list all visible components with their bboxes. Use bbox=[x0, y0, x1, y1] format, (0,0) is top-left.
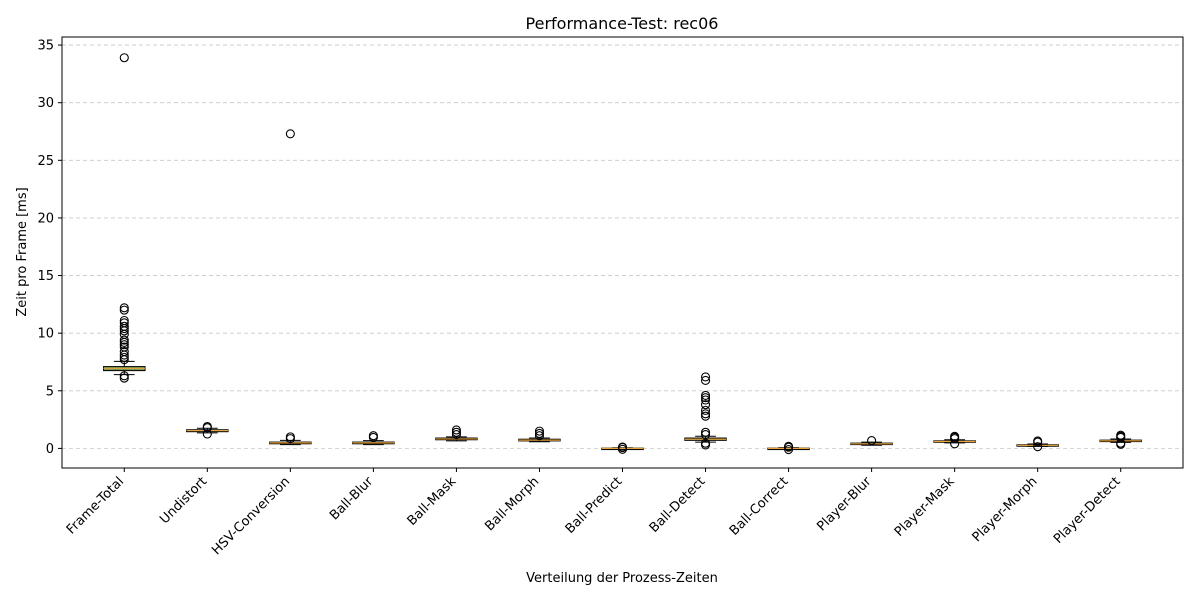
x-tick-label: Ball-Predict bbox=[563, 474, 626, 537]
outlier-point bbox=[202, 429, 212, 439]
box-hsv-conversion bbox=[269, 129, 312, 446]
outlier-point bbox=[700, 390, 711, 400]
box-ball-predict bbox=[601, 442, 644, 454]
outlier-point bbox=[784, 442, 794, 452]
outlier-point bbox=[285, 129, 295, 139]
x-tick-label: Ball-Mask bbox=[405, 474, 460, 529]
outlier-point bbox=[700, 409, 711, 419]
outlier-point bbox=[451, 425, 461, 435]
outlier-point bbox=[617, 444, 628, 454]
outlier-point bbox=[867, 436, 877, 446]
outlier-point bbox=[700, 375, 711, 385]
box-ball-morph bbox=[518, 426, 561, 443]
x-tick-label: Undistort bbox=[157, 474, 210, 527]
outlier-point bbox=[119, 337, 129, 347]
y-tick-label: 5 bbox=[46, 384, 54, 399]
y-tick-label: 25 bbox=[37, 154, 54, 169]
box-ball-correct bbox=[767, 441, 810, 455]
outlier-point bbox=[784, 445, 794, 455]
outlier-point bbox=[119, 305, 129, 315]
x-tick-label: Ball-Correct bbox=[727, 474, 792, 539]
outlier-point bbox=[950, 434, 960, 444]
outlier-point bbox=[1116, 432, 1126, 443]
box-frame-total bbox=[103, 53, 146, 383]
outlier-point bbox=[368, 432, 378, 443]
chart-title: Performance-Test: rec06 bbox=[526, 14, 719, 33]
box-player-mask bbox=[933, 431, 976, 449]
box-player-morph bbox=[1016, 436, 1059, 452]
outlier-point bbox=[451, 430, 461, 440]
x-tick-label: HSV-Conversion bbox=[209, 474, 293, 558]
outlier-point bbox=[119, 303, 129, 313]
y-tick-label: 15 bbox=[37, 269, 54, 284]
x-tick-label: Frame-Total bbox=[64, 474, 127, 537]
outlier-point bbox=[119, 326, 129, 336]
outlier-point bbox=[119, 340, 129, 350]
x-tick-label: Ball-Morph bbox=[482, 474, 542, 534]
outlier-point bbox=[119, 355, 129, 365]
box-player-detect bbox=[1099, 430, 1142, 449]
outlier-point bbox=[119, 335, 129, 345]
outlier-point bbox=[451, 427, 461, 437]
outlier-point bbox=[534, 426, 545, 436]
y-axis: 0 5 10 15 20 25 30 35 bbox=[37, 39, 62, 457]
outlier-point bbox=[700, 427, 711, 437]
outlier-point bbox=[700, 393, 711, 403]
outlier-point bbox=[119, 352, 129, 362]
y-tick-label: 35 bbox=[37, 39, 54, 54]
box-player-blur bbox=[850, 436, 893, 446]
x-tick-label: Player-Detect bbox=[1051, 474, 1124, 547]
outlier-point bbox=[534, 431, 545, 441]
x-tick-label: Player-Mask bbox=[892, 474, 958, 540]
box-ball-detect bbox=[684, 372, 727, 450]
outlier-point bbox=[700, 395, 711, 405]
plot-frame bbox=[61, 36, 1184, 469]
y-gridlines bbox=[62, 44, 1183, 449]
y-tick-label: 20 bbox=[37, 211, 54, 226]
x-tick-label: Player-Blur bbox=[814, 474, 875, 535]
outlier-point bbox=[202, 423, 212, 433]
outlier-point bbox=[285, 434, 295, 444]
y-axis-label: Zeit pro Frame [ms] bbox=[15, 187, 30, 316]
outlier-point bbox=[1033, 442, 1043, 452]
x-axis: Frame-Total Undistort HSV-Conversion Ball-B… bbox=[64, 468, 1124, 558]
outlier-point bbox=[700, 400, 711, 410]
plot-area bbox=[103, 53, 1142, 455]
outlier-point bbox=[119, 324, 129, 334]
outlier-point bbox=[1033, 437, 1043, 447]
box-ball-mask bbox=[435, 425, 478, 442]
outlier-point bbox=[700, 411, 711, 421]
outlier-point bbox=[119, 373, 129, 383]
outlier-point bbox=[1116, 439, 1126, 449]
outlier-point bbox=[119, 350, 129, 360]
outlier-point bbox=[119, 53, 129, 63]
outlier-point bbox=[119, 371, 129, 381]
x-tick-label: Player-Morph bbox=[970, 474, 1041, 545]
x-axis-label: Verteilung der Prozess-Zeiten bbox=[526, 571, 718, 586]
y-tick-label: 30 bbox=[37, 96, 54, 111]
x-tick-label: Ball-Detect bbox=[647, 474, 709, 536]
y-tick-label: 0 bbox=[46, 442, 54, 457]
box-ball-blur bbox=[352, 431, 395, 446]
outlier-point bbox=[700, 372, 711, 382]
outlier-point bbox=[950, 439, 960, 449]
y-tick-label: 10 bbox=[37, 327, 54, 342]
outlier-point bbox=[700, 405, 711, 415]
box-undistort bbox=[186, 421, 229, 439]
outlier-point bbox=[700, 430, 711, 440]
outlier-point bbox=[700, 440, 711, 450]
outlier-point bbox=[534, 428, 545, 438]
x-tick-label: Ball-Blur bbox=[327, 474, 377, 524]
